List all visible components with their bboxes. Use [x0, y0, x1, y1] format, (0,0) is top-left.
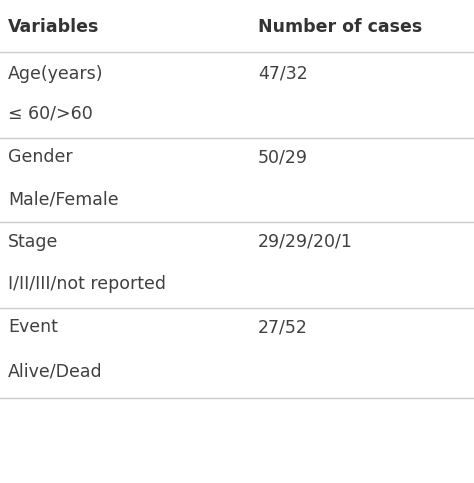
Text: 29/29/20/1: 29/29/20/1 [258, 233, 353, 251]
Text: 47/32: 47/32 [258, 65, 308, 83]
Text: Stage: Stage [8, 233, 58, 251]
Text: Gender: Gender [8, 148, 73, 166]
Text: Alive/Dead: Alive/Dead [8, 363, 103, 381]
Text: 50/29: 50/29 [258, 148, 308, 166]
Text: Event: Event [8, 318, 58, 336]
Text: ≤ 60/>60: ≤ 60/>60 [8, 105, 93, 123]
Text: Age(years): Age(years) [8, 65, 103, 83]
Text: Number of cases: Number of cases [258, 18, 422, 36]
Text: 27/52: 27/52 [258, 318, 308, 336]
Text: Male/Female: Male/Female [8, 190, 118, 208]
Text: Variables: Variables [8, 18, 100, 36]
Text: I/II/III/not reported: I/II/III/not reported [8, 275, 166, 293]
